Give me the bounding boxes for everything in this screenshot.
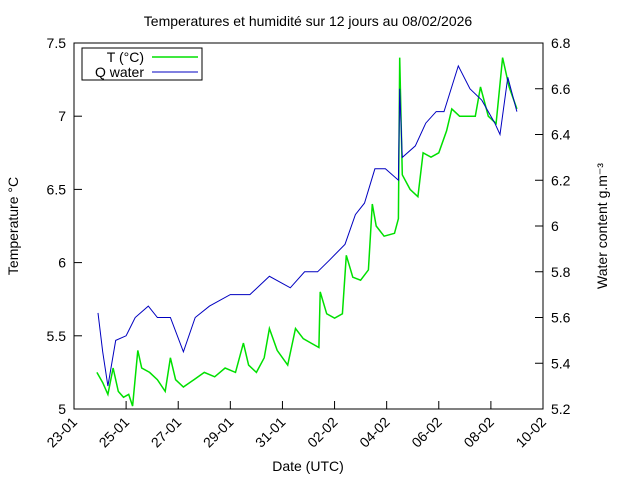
y2-tick-label: 6.6 bbox=[551, 81, 571, 97]
y2-tick-label: 5.2 bbox=[551, 401, 571, 417]
y2-axis-label: Water content g.m⁻³ bbox=[594, 163, 610, 289]
y-tick-label: 7.5 bbox=[47, 35, 67, 51]
chart-title: Temperatures et humidité sur 12 jours au… bbox=[144, 13, 473, 29]
legend-label: T (°C) bbox=[107, 49, 144, 65]
y-tick-label: 6.5 bbox=[47, 181, 67, 197]
y2-tick-label: 6 bbox=[551, 218, 559, 234]
y-tick-label: 7 bbox=[58, 108, 66, 124]
y2-tick-label: 5.6 bbox=[551, 310, 571, 326]
legend-box bbox=[81, 47, 203, 81]
y-axis-label: Temperature °C bbox=[5, 177, 21, 275]
y2-tick-label: 6.2 bbox=[551, 172, 571, 188]
y-tick-label: 5 bbox=[58, 401, 66, 417]
y-tick-label: 5.5 bbox=[47, 328, 67, 344]
y2-tick-label: 5.4 bbox=[551, 355, 571, 371]
series-line bbox=[96, 57, 518, 407]
y2-tick-label: 5.8 bbox=[551, 264, 571, 280]
x-axis-label: Date (UTC) bbox=[272, 458, 344, 474]
series-line bbox=[97, 64, 518, 387]
y-tick-label: 6 bbox=[58, 255, 66, 271]
y2-tick-label: 6.8 bbox=[551, 35, 571, 51]
y2-tick-label: 6.4 bbox=[551, 127, 571, 143]
legend-label: Q water bbox=[95, 64, 144, 80]
